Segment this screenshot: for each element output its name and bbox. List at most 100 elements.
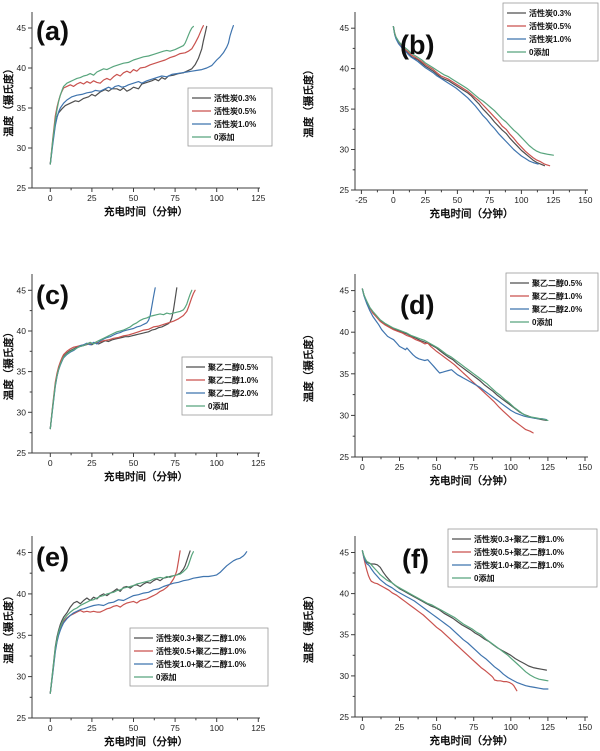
svg-text:30: 30: [340, 410, 350, 420]
svg-text:50: 50: [432, 462, 442, 472]
svg-text:25: 25: [87, 193, 97, 203]
svg-text:充电时间（分钟）: 充电时间（分钟）: [430, 474, 514, 487]
svg-text:充电时间（分钟）: 充电时间（分钟）: [104, 735, 188, 748]
chart-b-canvas: -25 0 25 50 75 100 125 150 25 30 35 40 45 (b) 充电时间（分钟）…: [302, 2, 599, 220]
svg-text:125: 125: [541, 722, 555, 732]
svg-text:45: 45: [340, 23, 350, 33]
svg-text:25: 25: [395, 722, 405, 732]
svg-text:125: 125: [251, 193, 265, 203]
svg-text:0: 0: [360, 722, 365, 732]
svg-text:100: 100: [210, 458, 224, 468]
svg-text:25: 25: [87, 723, 97, 733]
svg-text:150: 150: [578, 195, 592, 205]
svg-text:活性炭0.3+聚乙二醇1.0%: 活性炭0.3+聚乙二醇1.0%: [474, 534, 564, 544]
svg-text:聚乙二醇2.0%: 聚乙二醇2.0%: [531, 304, 582, 314]
svg-text:40: 40: [17, 589, 27, 599]
svg-text:25: 25: [340, 452, 350, 462]
svg-text:30: 30: [17, 672, 27, 682]
chart-panel-c: 0 25 50 75 100 125 25 30 35 40 45 (c) 充电时间（分钟） 温度（摄氏度…: [0, 240, 300, 500]
svg-text:45: 45: [340, 548, 350, 558]
svg-text:45: 45: [17, 23, 27, 33]
svg-text:75: 75: [170, 723, 180, 733]
svg-text:30: 30: [340, 145, 350, 155]
svg-text:0: 0: [48, 723, 53, 733]
svg-text:活性炭0.3%: 活性炭0.3%: [214, 93, 256, 103]
svg-text:活性炭0.3+聚乙二醇1.0%: 活性炭0.3+聚乙二醇1.0%: [156, 633, 246, 643]
svg-text:0添加: 0添加: [532, 317, 552, 327]
svg-text:30: 30: [17, 407, 27, 417]
svg-text:40: 40: [17, 326, 27, 336]
svg-text:温度（摄氏度）: 温度（摄氏度）: [302, 329, 315, 403]
chart-f-canvas: 0 25 50 75 100 125 150 25 30 35 40 45 (f) 充电时间（分钟） 温度（…: [302, 528, 598, 747]
svg-text:35: 35: [17, 630, 27, 640]
svg-text:40: 40: [340, 589, 350, 599]
svg-text:0: 0: [360, 462, 365, 472]
svg-text:25: 25: [17, 448, 27, 458]
svg-text:125: 125: [251, 723, 265, 733]
svg-text:活性炭1.0+聚乙二醇1.0%: 活性炭1.0+聚乙二醇1.0%: [474, 560, 564, 570]
svg-text:100: 100: [504, 722, 518, 732]
svg-text:50: 50: [129, 458, 139, 468]
svg-text:0添加: 0添加: [474, 573, 494, 583]
svg-text:25: 25: [340, 712, 350, 722]
svg-text:充电时间（分钟）: 充电时间（分钟）: [430, 734, 514, 747]
svg-text:聚乙二醇0.5%: 聚乙二醇0.5%: [531, 278, 582, 288]
svg-text:100: 100: [514, 195, 528, 205]
svg-text:充电时间（分钟）: 充电时间（分钟）: [430, 207, 514, 220]
svg-text:0: 0: [391, 195, 396, 205]
svg-text:(a): (a): [36, 16, 69, 46]
svg-text:75: 75: [469, 462, 479, 472]
svg-text:活性炭0.5+聚乙二醇1.0%: 活性炭0.5+聚乙二醇1.0%: [474, 547, 564, 557]
svg-text:0添加: 0添加: [214, 132, 234, 142]
svg-text:40: 40: [340, 64, 350, 74]
svg-text:150: 150: [578, 722, 592, 732]
svg-text:聚乙二醇0.5%: 聚乙二醇0.5%: [207, 362, 258, 372]
svg-text:(f): (f): [402, 544, 429, 574]
svg-text:-25: -25: [355, 195, 368, 205]
svg-text:(c): (c): [36, 280, 69, 310]
svg-text:(b): (b): [400, 30, 434, 60]
chart-a-canvas: 0 25 50 75 100 125 25 30 35 40 45 (a) 充电时间（分钟） 温度（摄氏度…: [2, 12, 273, 218]
svg-text:25: 25: [395, 462, 405, 472]
svg-text:45: 45: [340, 286, 350, 296]
svg-text:温度（摄氏度）: 温度（摄氏度）: [2, 327, 15, 401]
svg-text:充电时间（分钟）: 充电时间（分钟）: [104, 470, 188, 483]
svg-text:聚乙二醇1.0%: 聚乙二醇1.0%: [531, 291, 582, 301]
svg-text:100: 100: [504, 462, 518, 472]
svg-text:温度（摄氏度）: 温度（摄氏度）: [302, 64, 315, 138]
svg-text:活性炭0.3%: 活性炭0.3%: [529, 8, 571, 18]
svg-text:活性炭1.0+聚乙二醇1.0%: 活性炭1.0+聚乙二醇1.0%: [156, 659, 246, 669]
svg-text:100: 100: [210, 193, 224, 203]
chart-panel-d: 0 25 50 75 100 125 150 25 30 35 40 45 (d) 充电时间（分钟） 温度（…: [300, 240, 600, 500]
svg-text:0: 0: [48, 458, 53, 468]
chart-panel-f: 0 25 50 75 100 125 150 25 30 35 40 45 (f) 充电时间（分钟） 温度（…: [300, 500, 600, 751]
svg-text:125: 125: [546, 195, 560, 205]
svg-text:35: 35: [17, 103, 27, 113]
svg-text:0: 0: [48, 193, 53, 203]
svg-text:(e): (e): [36, 542, 69, 572]
svg-text:0添加: 0添加: [208, 401, 228, 411]
svg-text:35: 35: [17, 367, 27, 377]
chart-panel-a: 0 25 50 75 100 125 25 30 35 40 45 (a) 充电时间（分钟） 温度（摄氏度…: [0, 0, 300, 240]
chart-d-canvas: 0 25 50 75 100 125 150 25 30 35 40 45 (d) 充电时间（分钟） 温度（…: [302, 272, 599, 487]
svg-text:聚乙二醇1.0%: 聚乙二醇1.0%: [207, 375, 258, 385]
svg-text:75: 75: [485, 195, 495, 205]
svg-text:聚乙二醇2.0%: 聚乙二醇2.0%: [207, 388, 258, 398]
svg-text:35: 35: [340, 104, 350, 114]
svg-text:30: 30: [340, 671, 350, 681]
svg-text:50: 50: [432, 722, 442, 732]
svg-text:50: 50: [129, 193, 139, 203]
svg-text:40: 40: [340, 327, 350, 337]
svg-text:150: 150: [578, 462, 592, 472]
chart-panel-e: 0 25 50 75 100 125 25 30 35 40 45 (e) 充电时间（分钟） 温度（摄氏度…: [0, 500, 300, 751]
svg-text:充电时间（分钟）: 充电时间（分钟）: [104, 205, 188, 218]
chart-panel-b: -25 0 25 50 75 100 125 150 25 30 35 40 45 (b) 充电时间（分钟）…: [300, 0, 600, 240]
svg-text:25: 25: [421, 195, 431, 205]
svg-text:活性炭0.5%: 活性炭0.5%: [214, 106, 256, 116]
svg-text:活性炭1.0%: 活性炭1.0%: [214, 119, 256, 129]
svg-text:45: 45: [17, 548, 27, 558]
svg-text:45: 45: [17, 285, 27, 295]
svg-text:(d): (d): [400, 290, 434, 320]
svg-text:活性炭0.5%: 活性炭0.5%: [529, 21, 571, 31]
